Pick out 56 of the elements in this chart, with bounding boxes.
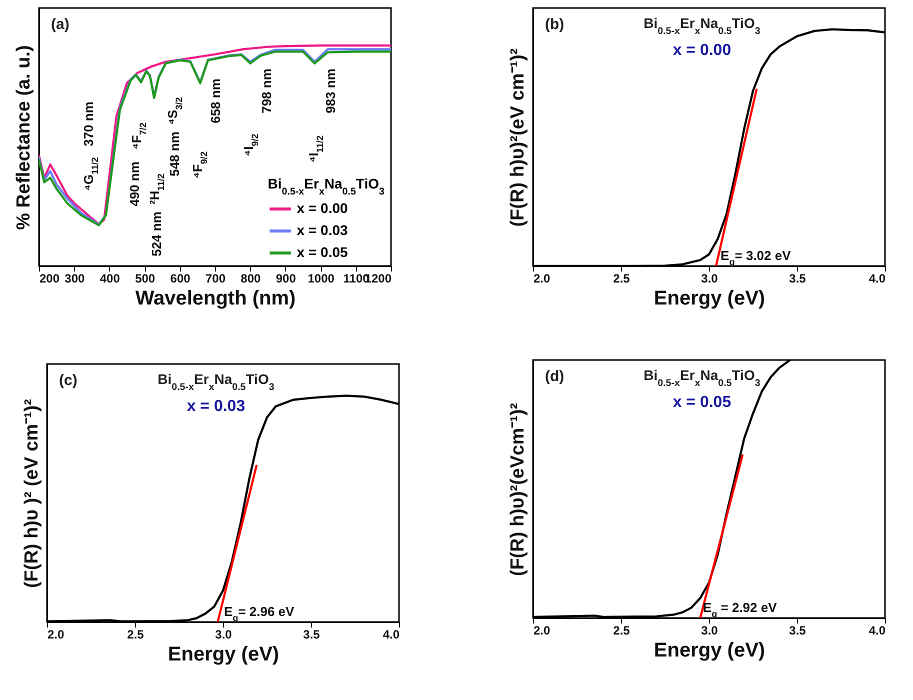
x-tick-label: 3.5 xyxy=(303,628,320,642)
x-tick-label: 800 xyxy=(240,272,262,286)
x-tick-label: 2.5 xyxy=(613,272,630,286)
annotation: Bi$_{0.5-x}$Er$_{x}$Na$_{0.5}$TiO$_{3}$ xyxy=(644,15,761,36)
annotation: 370 nm xyxy=(81,102,96,146)
x-tick-label: 4.0 xyxy=(868,272,886,286)
annotation: E$_{g}$= 2.96 eV xyxy=(224,604,295,623)
annotation: 548 nm xyxy=(167,132,182,176)
y-axis-title: (F(R) h)υ)²(eV cm⁻¹)² xyxy=(508,48,528,227)
annotation: x = 0.03 xyxy=(186,398,246,415)
x-tick-label: 2.5 xyxy=(613,624,630,638)
x-tick-label: 3.5 xyxy=(789,272,806,286)
annotation: (d) xyxy=(545,368,564,385)
x-axis-title: Energy (eV) xyxy=(168,644,280,666)
x-tick-label: 4.0 xyxy=(868,624,886,638)
text: Bi$_{0.5-x}$Er$_{x}$Na$_{0.5}$TiO$_{3}$ xyxy=(158,371,275,392)
x-tick-label: 700 xyxy=(205,272,226,286)
annotation: 490 nm xyxy=(127,162,142,206)
x-tick-label: 3.0 xyxy=(701,624,718,638)
x-tick-label: 3.0 xyxy=(701,272,718,286)
annotation: E$_{g}$= 3.02 eV xyxy=(720,248,792,267)
x-tick-label: 3.0 xyxy=(215,628,232,642)
x-tick-label: 1000 xyxy=(308,272,335,286)
x-axis-title: Energy (eV) xyxy=(654,640,766,662)
text: (a) xyxy=(51,16,70,33)
annotation: (b) xyxy=(545,16,564,33)
x-tick-label: 600 xyxy=(170,272,191,286)
x-tick-label: 200 xyxy=(40,272,60,286)
x-tick-label: 2.5 xyxy=(127,628,144,642)
x-tick-label: 4.0 xyxy=(382,628,400,642)
legend-label: x = 0.05 xyxy=(296,244,348,260)
x-tick-label: 2.0 xyxy=(48,628,65,642)
x-tick-label: 2.0 xyxy=(534,272,551,286)
annotation: 658 nm xyxy=(208,78,223,124)
annotation: x = 0.05 xyxy=(672,394,732,411)
x-tick-label: 3.5 xyxy=(789,624,806,638)
y-axis-title: (F(R) h)υ )² (eV cm⁻¹)² xyxy=(22,398,42,588)
annotation: 798 nm xyxy=(259,68,274,114)
x-tick-label: 900 xyxy=(276,272,296,286)
x-tick-label: 500 xyxy=(135,272,156,286)
x-axis-title: Wavelength (nm) xyxy=(135,288,296,310)
text: (c) xyxy=(59,372,78,389)
legend-label: x = 0.03 xyxy=(296,222,348,238)
annotation: E$_{g}$ = 2.92 eV xyxy=(702,600,778,619)
legend-title: Bi$_{0.5-x}$Er$_{x}$Na$_{0.5}$TiO$_{3}$ xyxy=(268,176,385,197)
y-axis-title: (F(R) h)υ)²(eVcm⁻¹)² xyxy=(508,402,528,576)
annotation: 983 nm xyxy=(323,68,338,114)
annotation: Bi$_{0.5-x}$Er$_{x}$Na$_{0.5}$TiO$_{3}$ xyxy=(644,367,761,388)
x-tick-label: 2.0 xyxy=(534,624,551,638)
y-axis-title: % Reflectance (a. u.) xyxy=(14,45,34,230)
x-tick-label: 300 xyxy=(64,272,86,286)
annotation: 524 nm xyxy=(149,212,164,256)
x-tick-label: 400 xyxy=(100,272,120,286)
legend-label: x = 0.00 xyxy=(296,200,348,216)
annotation: x = 0.00 xyxy=(672,42,732,59)
x-axis-title: Energy (eV) xyxy=(654,288,766,310)
